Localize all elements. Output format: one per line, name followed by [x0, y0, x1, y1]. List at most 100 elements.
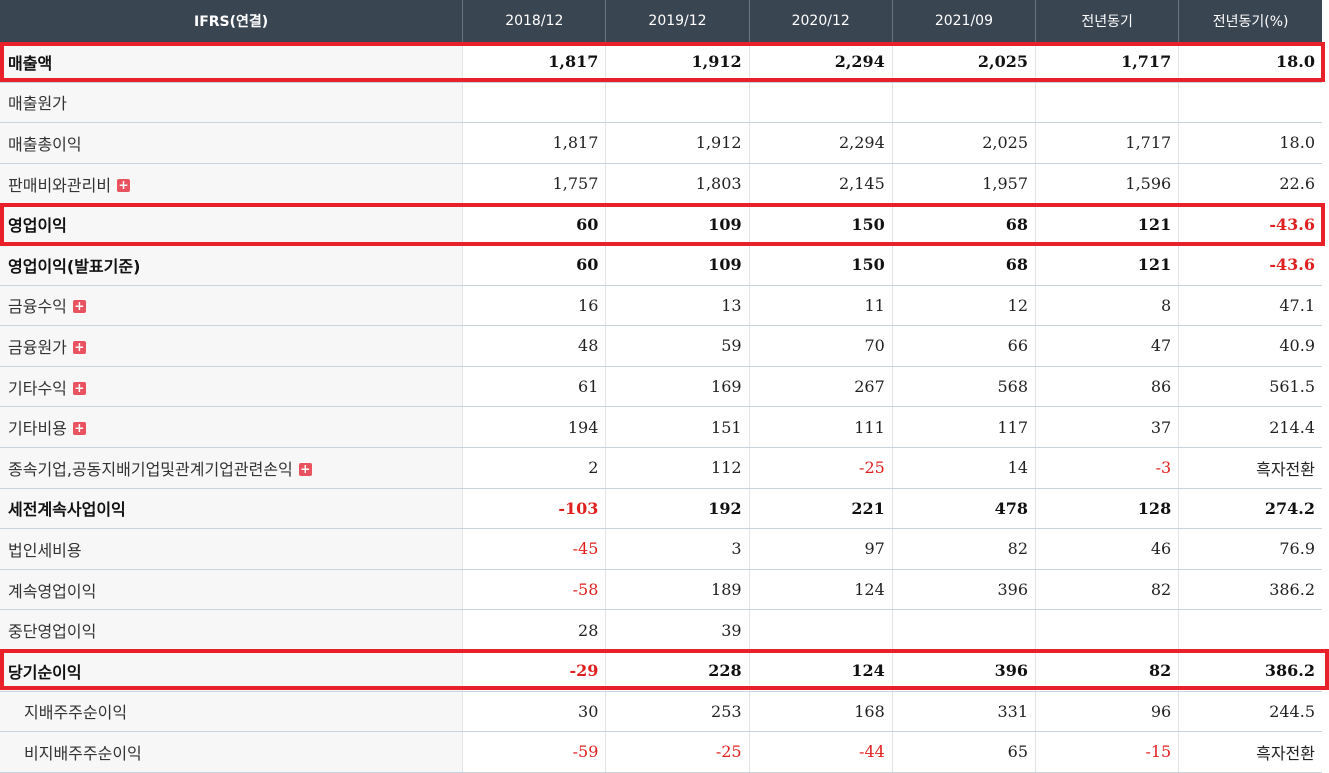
header-cell-2021-09: 2021/09	[891, 0, 1036, 42]
value-cell: 46	[1034, 528, 1179, 570]
header-row: IFRS(연결) 2018/12 2019/12 2020/12 2021/09…	[0, 0, 1322, 42]
value-cell: 86	[1034, 366, 1179, 408]
row-label-cell: 매출액	[0, 42, 463, 83]
value-cell: -59	[462, 731, 606, 773]
row-label-cell: 세전계속사업이익	[0, 488, 463, 530]
table-row: 당기순이익 -29 228 124 396 82 386.2	[0, 650, 1322, 692]
value-cell: 561.5	[1178, 366, 1322, 408]
table-row: 종속기업,공동지배기업및관계기업관련손익 +2 112 -25 14 -3 흑자전환	[0, 447, 1322, 489]
row-label: 매출원가	[8, 94, 67, 114]
value-cell: 96	[1034, 691, 1179, 733]
value-cell: -43.6	[1178, 203, 1322, 245]
value-cell: 82	[1034, 650, 1179, 692]
value-cell: -103	[462, 488, 606, 530]
value-cell	[1178, 609, 1322, 651]
row-label-cell: 법인세비용	[0, 528, 463, 570]
value-cell: 150	[748, 244, 893, 286]
expand-plus-icon[interactable]: +	[72, 339, 86, 354]
value-cell: 11	[748, 285, 893, 327]
row-label-cell[interactable]: 판매비와관리비 +	[0, 163, 463, 205]
value-cell: 2	[462, 447, 606, 489]
table-row: 중단영업이익 28 39	[0, 609, 1322, 651]
value-cell: 267	[748, 366, 893, 408]
expand-plus-icon[interactable]: +	[72, 421, 86, 436]
expand-plus-icon[interactable]: +	[298, 461, 312, 476]
value-cell: 124	[748, 569, 893, 611]
table-body: 매출액 1,817 1,912 2,294 2,025 1,717 18.0 매출원가 매출총이…	[0, 42, 1322, 773]
value-cell	[748, 82, 893, 124]
value-cell: 8	[1034, 285, 1179, 327]
header-cell-2018-12: 2018/12	[462, 0, 606, 42]
value-cell: 396	[891, 650, 1036, 692]
value-cell: 109	[605, 244, 750, 286]
value-cell: 12	[891, 285, 1036, 327]
row-label-cell[interactable]: 종속기업,공동지배기업및관계기업관련손익 +	[0, 447, 463, 489]
value-cell: 274.2	[1178, 488, 1322, 530]
value-cell: 150	[748, 203, 893, 245]
value-cell	[891, 609, 1036, 651]
value-cell: 61	[462, 366, 606, 408]
table-row: 영업이익 60 109 150 68 121 -43.6	[0, 203, 1322, 245]
table-row: 세전계속사업이익 -103 192 221 478 128 274.2	[0, 488, 1322, 530]
value-cell: 221	[748, 488, 893, 530]
table-row: 법인세비용 -45 3 97 82 46 76.9	[0, 528, 1322, 570]
value-cell: 18.0	[1178, 122, 1322, 164]
row-label-cell[interactable]: 기타비용 +	[0, 406, 463, 448]
value-cell	[605, 82, 750, 124]
value-cell: -3	[1034, 447, 1179, 489]
value-cell: 244.5	[1178, 691, 1322, 733]
value-cell: 396	[891, 569, 1036, 611]
row-label-cell: 계속영업이익	[0, 569, 463, 611]
row-label: 영업이익(발표기준)	[8, 256, 141, 276]
value-cell: 68	[891, 203, 1036, 245]
value-cell: 1,912	[605, 122, 750, 164]
value-cell: 568	[891, 366, 1036, 408]
value-cell	[748, 609, 893, 651]
row-label-cell[interactable]: 금융수익 +	[0, 285, 463, 327]
value-cell: 흑자전환	[1178, 447, 1322, 489]
value-cell: 253	[605, 691, 750, 733]
value-cell	[891, 82, 1036, 124]
row-label: 금융원가	[8, 337, 67, 357]
value-cell: 40.9	[1178, 325, 1322, 367]
value-cell: 121	[1034, 203, 1179, 245]
value-cell: 331	[891, 691, 1036, 733]
value-cell: 14	[891, 447, 1036, 489]
expand-plus-icon[interactable]: +	[72, 380, 86, 395]
value-cell	[1178, 82, 1322, 124]
value-cell: 16	[462, 285, 606, 327]
value-cell: 47.1	[1178, 285, 1322, 327]
row-label: 비지배주주순이익	[24, 743, 142, 763]
value-cell: 1,817	[462, 122, 606, 164]
value-cell: 112	[605, 447, 750, 489]
table-row: 매출원가	[0, 82, 1322, 124]
row-label: 판매비와관리비	[8, 175, 112, 195]
row-label: 종속기업,공동지배기업및관계기업관련손익	[8, 459, 293, 479]
value-cell: 192	[605, 488, 750, 530]
value-cell: 2,294	[748, 122, 893, 164]
value-cell: 47	[1034, 325, 1179, 367]
value-cell: 189	[605, 569, 750, 611]
table-row: 기타비용 +194 151 111 117 37 214.4	[0, 406, 1322, 448]
value-cell: 13	[605, 285, 750, 327]
value-cell: 60	[462, 244, 606, 286]
value-cell	[1034, 609, 1179, 651]
row-label-cell[interactable]: 금융원가 +	[0, 325, 463, 367]
value-cell: 37	[1034, 406, 1179, 448]
value-cell: -29	[462, 650, 606, 692]
row-label: 매출총이익	[8, 134, 82, 154]
table-row: 비지배주주순이익 -59 -25 -44 65 -15 흑자전환	[0, 731, 1322, 773]
row-label-cell[interactable]: 기타수익 +	[0, 366, 463, 408]
value-cell: 128	[1034, 488, 1179, 530]
value-cell: 76.9	[1178, 528, 1322, 570]
table-row: 계속영업이익 -58 189 124 396 82 386.2	[0, 569, 1322, 611]
value-cell: 30	[462, 691, 606, 733]
expand-plus-icon[interactable]: +	[117, 177, 131, 192]
expand-plus-icon[interactable]: +	[72, 299, 86, 314]
header-cell-prev-period: 전년동기	[1034, 0, 1179, 42]
value-cell: 168	[748, 691, 893, 733]
value-cell: 1,717	[1034, 42, 1179, 83]
row-label-cell: 지배주주순이익	[0, 691, 463, 733]
value-cell: 흑자전환	[1178, 731, 1322, 773]
